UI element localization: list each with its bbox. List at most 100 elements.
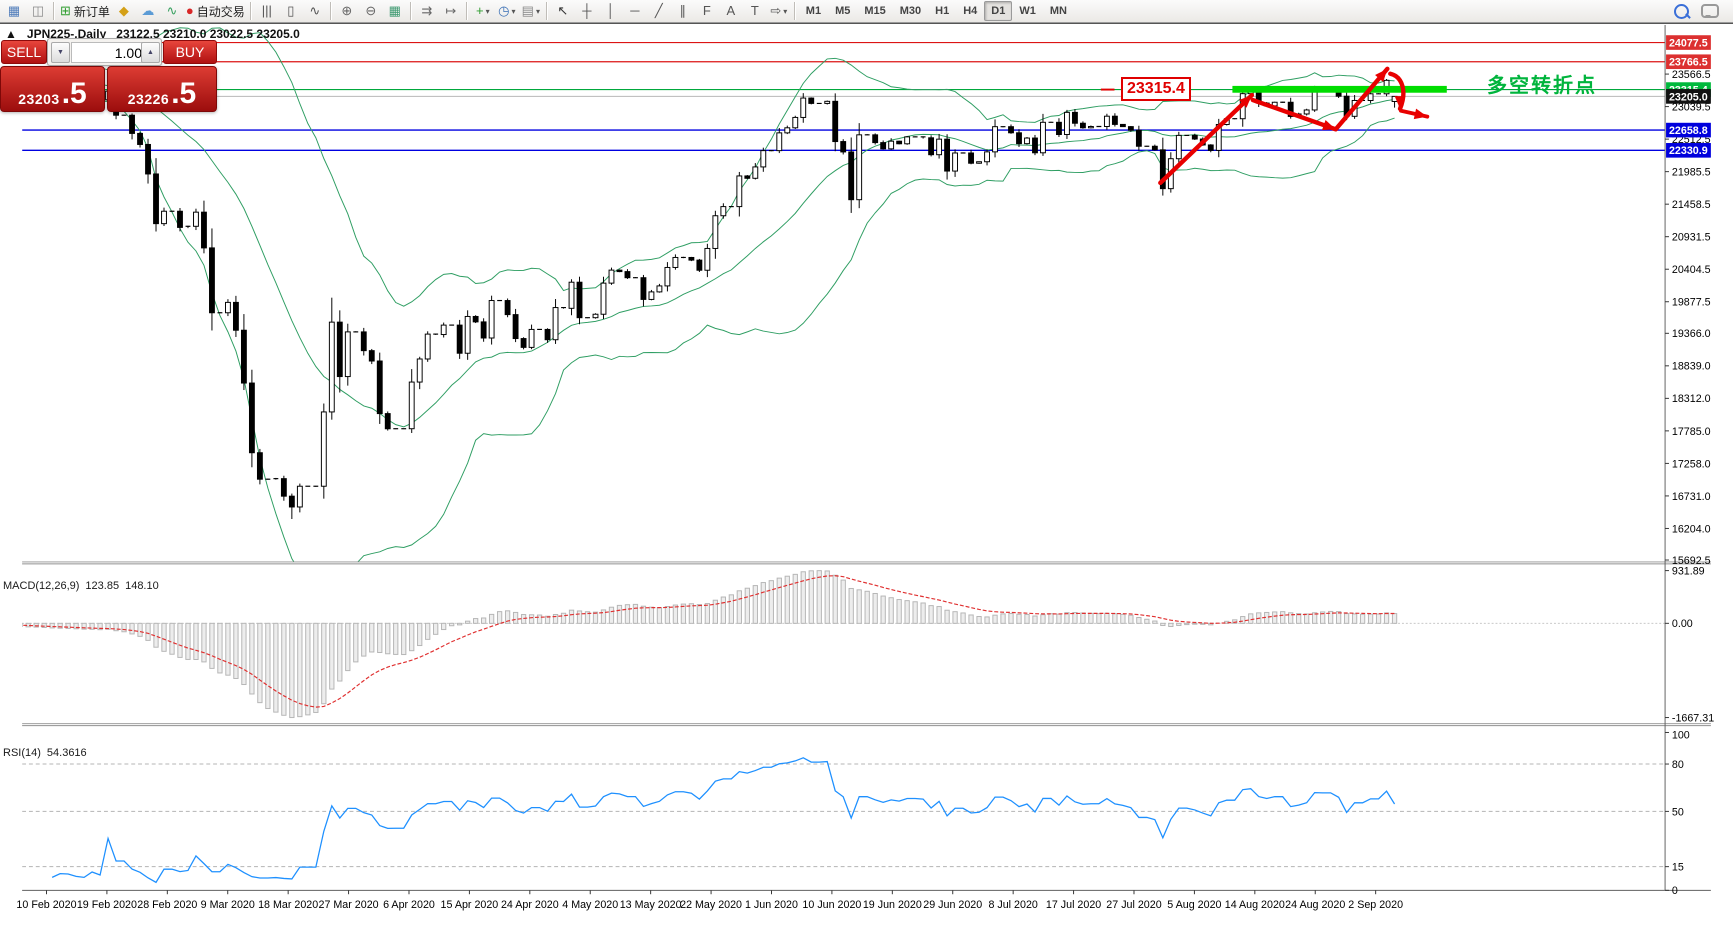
candle-chart-type-icon[interactable]: ▯ [279, 1, 303, 21]
candle-body[interactable] [664, 266, 671, 287]
price-flag-23315[interactable]: 23315.4 [1121, 77, 1191, 101]
timeframe-h1[interactable]: H1 [935, 5, 950, 17]
candle-body[interactable] [624, 271, 631, 279]
candle-body[interactable] [145, 143, 151, 175]
candle-body[interactable] [504, 300, 511, 316]
periods-button[interactable]: ◷ ▾ [495, 1, 519, 21]
candle-body[interactable] [720, 206, 727, 217]
horizontal-line-icon[interactable]: ─ [623, 1, 647, 21]
candle-body[interactable] [928, 137, 935, 156]
candle-body[interactable] [1151, 145, 1158, 151]
candle-body[interactable] [704, 247, 711, 271]
zoom-in-icon[interactable]: ⊕ [335, 1, 359, 21]
candle-body[interactable] [736, 175, 743, 208]
candle-body[interactable] [1135, 129, 1142, 147]
crosshair-icon[interactable]: ┼ [575, 1, 599, 21]
volume-down-button[interactable]: ▼ [51, 42, 70, 63]
candle-body[interactable] [600, 282, 607, 315]
candle-body[interactable] [672, 256, 679, 268]
candle-body[interactable] [1367, 93, 1374, 102]
candle-body[interactable] [1064, 111, 1070, 136]
candle-body[interactable] [1303, 109, 1310, 115]
candle-body[interactable] [1159, 149, 1166, 190]
indicators-button[interactable]: + ▾ [471, 1, 495, 21]
candle-body[interactable] [576, 281, 583, 319]
candle-body[interactable] [1207, 144, 1214, 151]
timeframe-m5[interactable]: M5 [835, 5, 851, 17]
candle-body[interactable] [424, 333, 431, 360]
trend-arrow[interactable] [1158, 92, 1255, 186]
new-order-button[interactable]: ⊞ 新订单 [58, 1, 112, 21]
candle-body[interactable] [1087, 126, 1094, 129]
timeframe-m30[interactable]: M30 [899, 5, 922, 17]
candle-body[interactable] [344, 331, 351, 378]
candle-body[interactable] [240, 329, 247, 384]
turning-point-annotation[interactable]: 多空转折点 [1487, 75, 1597, 97]
zoom-out-icon[interactable]: ⊖ [359, 1, 383, 21]
candle-body[interactable] [544, 328, 551, 341]
candle-body[interactable] [952, 152, 959, 172]
candle-body[interactable] [1040, 121, 1046, 154]
candle-body[interactable] [1056, 121, 1062, 136]
candle-body[interactable] [840, 141, 847, 153]
buy-button[interactable]: BUY [163, 40, 217, 64]
cursor-icon[interactable]: ↖ [551, 1, 575, 21]
line-chart-type-icon[interactable]: ∿ [303, 1, 327, 21]
candle-body[interactable] [784, 127, 791, 134]
candle-body[interactable] [248, 382, 255, 454]
candle-body[interactable] [225, 301, 231, 314]
chart-preview-icon[interactable]: ◫ [26, 1, 50, 21]
shapes-button[interactable]: ⇨ ▾ [767, 1, 791, 21]
price-badge-24077.5[interactable] [1666, 35, 1711, 50]
chart-plot[interactable]: 23566.523039.522512.521985.521458.520931… [0, 25, 1733, 940]
candle-body[interactable] [288, 495, 295, 508]
candle-body[interactable] [296, 485, 303, 508]
candle-body[interactable] [976, 161, 982, 164]
candle-body[interactable] [1016, 132, 1022, 145]
timeframe-h4[interactable]: H4 [963, 5, 978, 17]
candle-body[interactable] [520, 338, 527, 348]
vertical-line-icon[interactable]: │ [599, 1, 623, 21]
candle-body[interactable] [360, 331, 367, 352]
candle-body[interactable] [792, 116, 799, 129]
candle-body[interactable] [1311, 90, 1318, 111]
candle-body[interactable] [808, 97, 815, 104]
candle-body[interactable] [368, 350, 375, 362]
candle-body[interactable] [992, 126, 998, 153]
candle-body[interactable] [688, 256, 695, 261]
templates-button-caret-icon[interactable]: ▾ [535, 6, 540, 16]
candle-body[interactable] [456, 324, 463, 354]
market-icon[interactable]: ◆ [112, 1, 136, 21]
label-icon[interactable]: T [743, 1, 767, 21]
candle-body[interactable] [800, 97, 807, 118]
sell-button[interactable]: SELL [1, 40, 47, 64]
buy-price-button[interactable]: 23226 .5 [107, 66, 217, 112]
price-badge-23205.0[interactable] [1666, 89, 1711, 104]
new-chart-icon[interactable]: ▦ [2, 1, 26, 21]
trend-arrow[interactable] [1250, 97, 1338, 132]
candle-body[interactable] [568, 281, 575, 309]
volume-input[interactable] [71, 42, 146, 63]
candle-body[interactable] [656, 285, 663, 293]
candle-body[interactable] [408, 381, 415, 430]
candle-body[interactable] [984, 151, 990, 163]
candle-body[interactable] [1024, 137, 1030, 145]
timeframe-m15[interactable]: M15 [864, 5, 886, 17]
tile-windows-icon[interactable]: ▦ [383, 1, 407, 21]
candle-body[interactable] [696, 259, 703, 271]
templates-button[interactable]: ▤ ▾ [519, 1, 543, 21]
candle-body[interactable] [137, 132, 143, 145]
candle-body[interactable] [384, 413, 391, 430]
fibonacci-icon[interactable]: F [695, 1, 719, 21]
candle-body[interactable] [1111, 115, 1118, 125]
volume-up-button[interactable]: ▲ [141, 42, 160, 63]
search-icon[interactable] [1674, 3, 1689, 19]
candle-body[interactable] [256, 452, 263, 480]
price-badge-22330.9[interactable] [1666, 143, 1711, 158]
candle-body[interactable] [129, 114, 135, 134]
candle-body[interactable] [904, 136, 911, 145]
candle-body[interactable] [480, 321, 487, 339]
candle-body[interactable] [512, 314, 519, 340]
candle-body[interactable] [856, 134, 863, 201]
candle-body[interactable] [153, 173, 159, 225]
